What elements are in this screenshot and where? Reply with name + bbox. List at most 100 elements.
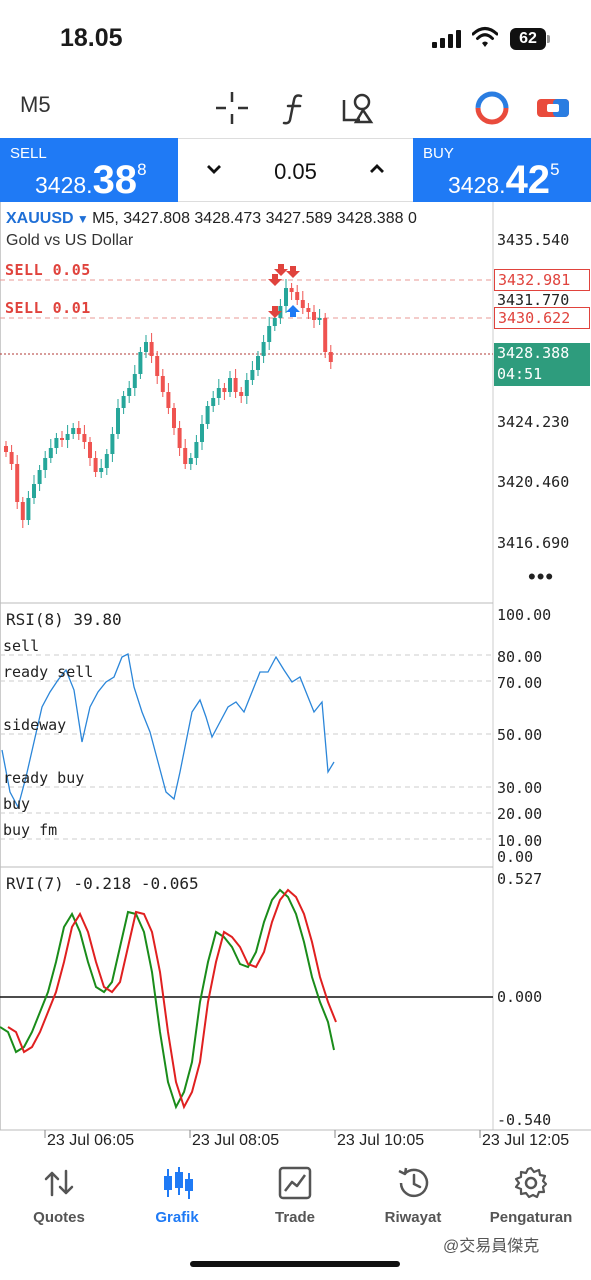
rsi-axis-label: 70.00	[497, 674, 543, 692]
nav-grafik[interactable]: Grafik	[122, 1165, 232, 1226]
buy-label: BUY	[423, 145, 454, 162]
candle-body	[312, 312, 316, 320]
candlestick-series	[4, 279, 333, 528]
candle-body	[289, 288, 294, 292]
symbol-description: Gold vs US Dollar	[6, 232, 134, 249]
volume-increase-icon[interactable]	[365, 157, 389, 181]
candle-body	[149, 342, 154, 356]
function-icon[interactable]	[275, 88, 315, 128]
rsi-label[interactable]: RSI(8) 39.80	[6, 610, 122, 629]
nav-quotes-label: Quotes	[33, 1209, 85, 1226]
chart-area[interactable]: XAUUSD ▼ M5, 3427.808 3428.473 3427.589 …	[0, 202, 591, 1157]
buy-deal-arrow-icon	[286, 305, 300, 317]
rvi-axis-label: 0.000	[497, 988, 543, 1006]
candle-body	[15, 464, 20, 502]
price-axis-label: 3416.690	[497, 534, 570, 552]
sell-deal-arrow-icon	[268, 306, 282, 318]
current-price-tag: 3428.388	[494, 343, 590, 365]
candle-body	[323, 318, 328, 352]
crosshair-icon[interactable]	[212, 88, 252, 128]
wifi-icon	[472, 27, 498, 47]
nav-pengaturan-label: Pengaturan	[489, 1209, 573, 1226]
home-indicator[interactable]	[190, 1261, 400, 1267]
candle-body	[172, 408, 176, 428]
objects-icon[interactable]	[338, 88, 378, 128]
price-axis-label: 3424.230	[497, 413, 570, 431]
sell-button[interactable]: SELL 3428.388	[0, 138, 178, 202]
candle-body	[233, 378, 238, 392]
candle-body	[32, 484, 36, 498]
volume-decrease-icon[interactable]	[202, 157, 226, 181]
volume-value[interactable]: 0.05	[274, 159, 317, 184]
candle-body	[306, 308, 311, 312]
candle-body	[60, 438, 64, 440]
settings-gear-icon	[514, 1166, 548, 1199]
buy-button[interactable]: BUY 3428.425	[413, 138, 591, 202]
chart-canvas[interactable]	[0, 202, 591, 1157]
one-click-trading-icon[interactable]	[472, 88, 512, 128]
chart-toolbar: M5	[0, 80, 591, 138]
status-bar: 18.05 62	[0, 0, 591, 80]
candle-body	[239, 392, 244, 396]
candle-body	[194, 442, 199, 458]
candle-body	[99, 468, 104, 472]
order-label-sell-0-01[interactable]: SELL 0.01	[5, 299, 91, 317]
candle-body	[37, 470, 42, 484]
symbol-dropdown-icon[interactable]: ▼	[73, 212, 93, 226]
sell-deal-arrow-icon	[286, 266, 300, 278]
candle-body	[250, 370, 255, 380]
candle-body	[188, 458, 193, 464]
more-options-icon[interactable]: •••	[528, 564, 555, 589]
rsi-axis-label: 30.00	[497, 779, 543, 797]
time-axis-label: 23 Jul 12:05	[482, 1132, 570, 1149]
candle-body	[127, 388, 132, 396]
nav-trade-label: Trade	[274, 1209, 316, 1226]
order-price-tag: 3432.981	[494, 269, 590, 291]
candle-body	[160, 376, 165, 392]
candle-body	[211, 398, 216, 406]
candle-body	[284, 288, 288, 306]
rvi-axis-label: 0.527	[497, 870, 543, 888]
rsi-level-label: buy	[3, 795, 31, 813]
price-axis-label: 3420.460	[497, 473, 570, 491]
candle-body	[267, 326, 272, 342]
candlestick-icon	[164, 1167, 193, 1199]
rsi-axis-label: 80.00	[497, 648, 543, 666]
bottom-navigation: Quotes Grafik Trade Riwayat P	[0, 1157, 591, 1280]
candle-body	[4, 446, 8, 452]
candle-body	[166, 392, 171, 408]
nav-pengaturan[interactable]: Pengaturan	[476, 1165, 586, 1226]
status-time: 18.05	[60, 24, 123, 52]
candle-body	[132, 374, 137, 388]
rvi-axis-label: -0.540	[497, 1111, 552, 1129]
candle-body	[26, 498, 31, 520]
ohlc-values: M5, 3427.808 3428.473 3427.589 3428.388 …	[92, 210, 417, 227]
rsi-level-label: sideway	[3, 716, 67, 734]
timeframe-button[interactable]: M5	[20, 92, 51, 117]
nav-riwayat-label: Riwayat	[384, 1209, 442, 1226]
rvi-label[interactable]: RVI(7) -0.218 -0.065	[6, 874, 199, 893]
candle-body	[328, 352, 333, 362]
depth-of-market-icon[interactable]	[533, 88, 573, 128]
nav-quotes[interactable]: Quotes	[4, 1165, 114, 1226]
nav-trade[interactable]: Trade	[240, 1165, 350, 1226]
candle-body	[155, 356, 160, 376]
order-price-tag: 3430.622	[494, 307, 590, 329]
chart-header: XAUUSD ▼ M5, 3427.808 3428.473 3427.589 …	[6, 210, 417, 228]
nav-riwayat[interactable]: Riwayat	[358, 1165, 468, 1226]
candle-body	[216, 388, 221, 398]
order-label-sell-0-05[interactable]: SELL 0.05	[5, 261, 91, 279]
candle-body	[9, 452, 14, 464]
rsi-level-label: ready buy	[3, 769, 85, 787]
candle-body	[222, 388, 227, 392]
symbol-name[interactable]: XAUUSD	[6, 210, 74, 227]
rsi-level-label: buy fm	[3, 821, 58, 839]
sell-price: 3428.388	[35, 158, 147, 202]
candle-body	[317, 318, 322, 320]
candle-body	[116, 408, 120, 434]
time-axis-label: 23 Jul 06:05	[47, 1132, 135, 1149]
rsi-axis-label: 100.00	[497, 606, 552, 624]
history-clock-icon	[398, 1167, 429, 1198]
rsi-level-label: ready sell	[3, 663, 94, 681]
buy-price: 3428.425	[448, 158, 560, 202]
